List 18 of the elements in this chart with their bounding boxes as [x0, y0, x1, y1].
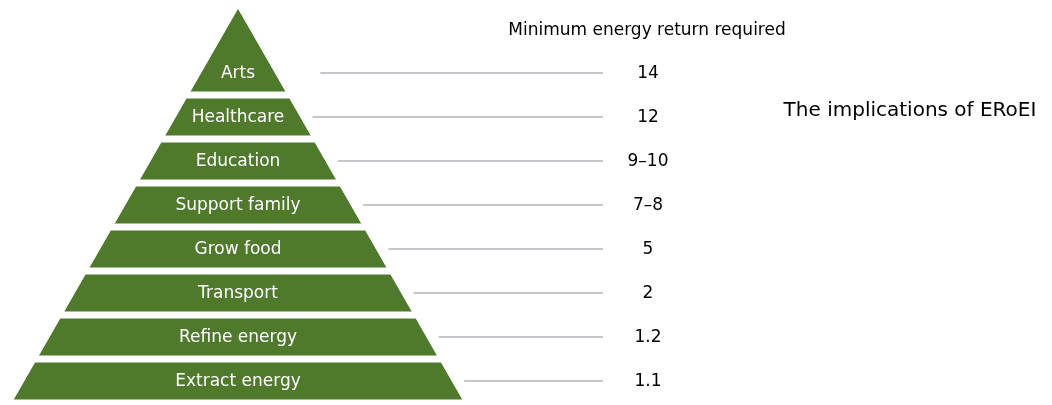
data-label: 5 — [642, 238, 654, 258]
category-label: Extract energy — [175, 370, 301, 390]
data-label: 1.1 — [634, 370, 662, 390]
category-label: Arts — [220, 62, 256, 82]
data-label: 12 — [637, 106, 659, 126]
data-label: 2 — [642, 282, 654, 302]
category-label: Refine energy — [178, 326, 298, 346]
category-label: Grow food — [194, 238, 282, 258]
text: 9–10 — [627, 150, 669, 170]
category-label: Healthcare — [191, 106, 285, 126]
data-label: 1.2 — [634, 326, 662, 346]
category-label: Education — [195, 150, 281, 170]
text: 7–8 — [632, 194, 664, 214]
category-label: Transport — [197, 282, 279, 302]
text: Minimum energy return required — [508, 19, 786, 39]
text: The implications of ERoEI — [782, 97, 1037, 121]
category-label: Support family — [175, 194, 301, 214]
data-label: 14 — [637, 62, 659, 82]
